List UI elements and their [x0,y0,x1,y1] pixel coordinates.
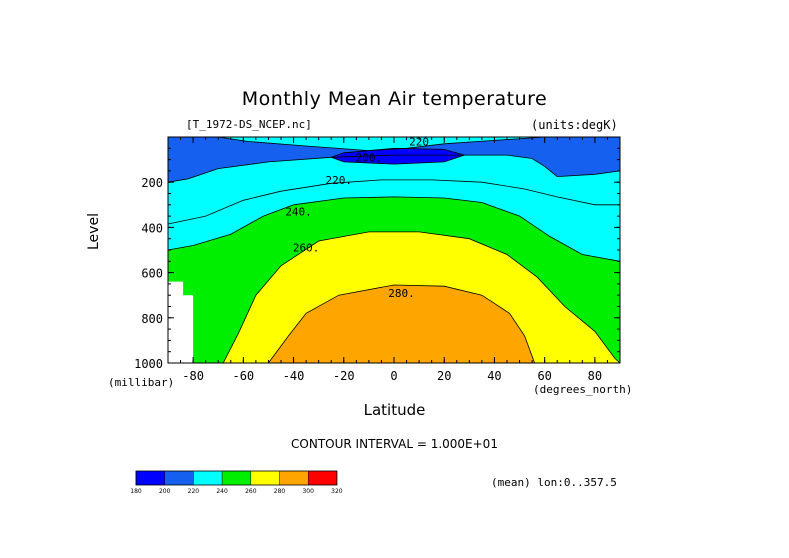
x-tick-label: 40 [487,369,501,383]
band-fill-200 [168,137,620,183]
colorbar-swatch-300 [308,471,337,485]
x-tick-label: 60 [537,369,551,383]
x-tick-label: -80 [182,369,204,383]
chart-title: Monthly Mean Air temperature [241,88,548,110]
isotherm-180 [330,147,466,165]
isotherm-line-layer [168,137,620,363]
contour-interval: CONTOUR INTERVAL = 1.000E+01 [291,437,498,451]
contour-label-4: 260. [293,242,320,255]
y-tick-label: 200 [141,176,163,190]
colorbar: 180 200 220 240 260 280 300 320 [130,470,343,495]
isotherm-280 [268,284,535,363]
colorbar-swatch-200 [164,471,194,485]
colorbar-tick-label: 300 [302,488,314,495]
contour-label-2: 220. [326,174,353,187]
isotherm-220 [168,179,620,225]
contour-label-1: 200. [356,151,383,164]
band-fill-280 [268,285,535,363]
y-axis-units: (millibar) [108,376,175,389]
contour-label-0: 220 [409,136,429,149]
colorbar-tick-label: 260 [245,488,257,495]
colorbar-tick-label: 320 [331,488,343,495]
colorbar-tick-label: 220 [188,488,200,495]
colorbar-swatch-240 [222,471,251,485]
colorbar-swatch-280 [279,471,309,485]
x-tick-label: 80 [588,369,602,383]
colorbar-tick-label: 180 [130,488,142,495]
units-label: (units:degK) [531,118,618,132]
colorbar-tick-label: 280 [274,488,286,495]
y-tick-label: 1000 [134,357,163,371]
colorbar-swatch-180 [136,471,165,485]
x-tick-label: 0 [390,369,397,383]
colorbar-tick-label: 240 [216,488,228,495]
x-tick-label: -60 [232,369,254,383]
footer-note: (mean) lon:0..357.5 [491,476,617,489]
x-tick-label: 20 [437,369,451,383]
contour-label-3: 240. [285,206,312,219]
axis-ticks: -80 -60 -40 -20 0 20 40 60 80 200 400 600 800 1000 [134,137,621,383]
y-axis-label: Level [86,213,102,250]
isotherm-240 [168,196,620,262]
x-tick-label: -40 [283,369,305,383]
x-tick-label: -20 [333,369,355,383]
x-axis-label: Latitude [363,401,426,419]
colorbar-tick-label: 200 [159,488,171,495]
file-label: [T_1972-DS_NCEP.nc] [186,118,312,131]
y-tick-label: 800 [141,312,163,326]
band-fill-180 [331,148,465,165]
x-axis-units: (degrees_north) [533,383,633,396]
y-tick-label: 600 [141,267,163,281]
isotherm-200 [168,137,620,183]
contour-label-layer: 220 200.220. 240. 260. 280. [285,136,429,300]
missing-data-patch [168,281,194,363]
contour-label-5: 280. [388,287,415,300]
isotherm-260 [222,231,620,363]
y-tick-label: 400 [141,221,163,235]
colorbar-swatch-220 [193,471,223,485]
colorbar-swatch-260 [250,471,280,485]
temperature-fill-layer [168,137,620,363]
